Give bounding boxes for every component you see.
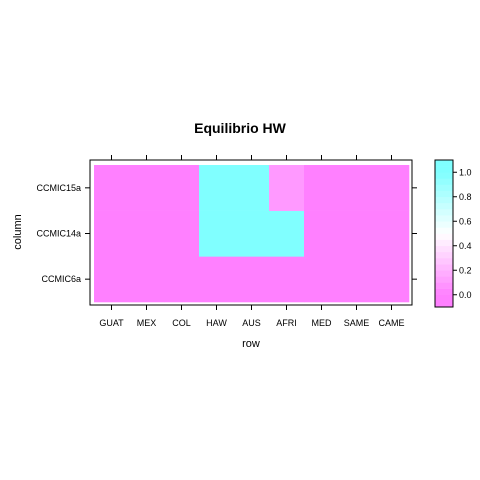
colorbar-tick-label: 0.2 <box>459 265 472 275</box>
colorbar-segment <box>435 300 453 308</box>
colorbar-segment <box>435 276 453 283</box>
heatmap-cell-SAME-CCMIC15a <box>339 165 375 211</box>
heatmap-cell-CAME-CCMIC15a <box>374 165 410 211</box>
heatmap-cell-GUAT-CCMIC14a <box>94 210 130 257</box>
heatmap-cell-COL-CCMIC14a <box>164 210 200 257</box>
heatmap-cell-GUAT-CCMIC15a <box>94 165 130 211</box>
colorbar-segment <box>435 202 453 210</box>
heatmap-cell-AFRI-CCMIC14a <box>269 210 305 257</box>
colorbar-segment <box>435 184 453 191</box>
x-tick-label: AUS <box>242 318 261 328</box>
colorbar-segment <box>435 294 453 302</box>
heatmap-cells <box>94 165 410 303</box>
heatmap-cell-HAW-CCMIC14a <box>199 210 235 257</box>
heatmap-cell-CAME-CCMIC6a <box>374 256 410 303</box>
colorbar-segment <box>435 258 453 265</box>
heatmap-cell-AUS-CCMIC15a <box>234 165 270 211</box>
x-tick-label: SAME <box>344 318 370 328</box>
heatmap-cell-COL-CCMIC6a <box>164 256 200 303</box>
heatmap-cell-GUAT-CCMIC6a <box>94 256 130 303</box>
chart-title: Equilibrio HW <box>194 120 287 136</box>
colorbar-segment <box>435 221 453 228</box>
colorbar-frame <box>434 159 454 308</box>
colorbar-tick-label: 1.0 <box>459 167 472 177</box>
colorbar-segment <box>435 251 453 259</box>
heatmap-cell-MEX-CCMIC14a <box>129 210 165 257</box>
y-tick-label: CCMIC14a <box>36 229 81 239</box>
colorbar-segment <box>435 209 453 216</box>
colorbar-segment <box>435 227 453 234</box>
y-tick-label: CCMIC15a <box>36 183 81 193</box>
x-axis-title: row <box>242 338 260 350</box>
colorbar-tick-label: 0.0 <box>459 290 472 300</box>
colorbar-segment <box>435 270 453 277</box>
colorbar-segment <box>435 288 453 296</box>
heatmap-cell-COL-CCMIC15a <box>164 165 200 211</box>
colorbar-segment <box>435 233 453 240</box>
y-axis-title: column <box>12 214 24 249</box>
heatmap-cell-SAME-CCMIC6a <box>339 256 375 303</box>
x-tick-label: MED <box>312 318 333 328</box>
colorbar-segment <box>435 160 453 167</box>
x-tick-label: MEX <box>137 318 157 328</box>
heatmap-cell-MEX-CCMIC6a <box>129 256 165 303</box>
x-axis: GUAT MEX COL HAW AUS AFRI MED SAME CAME <box>99 155 405 328</box>
heatmap-cell-HAW-CCMIC15a <box>199 165 235 211</box>
colorbar-segment <box>435 172 453 179</box>
y-tick-label: CCMIC6a <box>41 274 81 284</box>
colorbar-segment <box>435 178 453 185</box>
colorbar-segment <box>435 166 453 173</box>
colorbar-segment <box>435 282 453 289</box>
heatmap-cell-AUS-CCMIC6a <box>234 256 270 303</box>
y-axis: CCMIC6a CCMIC14a CCMIC15a <box>36 183 417 284</box>
heatmap-cell-MED-CCMIC14a <box>304 210 340 257</box>
x-tick-label: COL <box>172 318 191 328</box>
colorbar-segment <box>435 264 453 271</box>
x-tick-label: GUAT <box>99 318 124 328</box>
heatmap-cell-AFRI-CCMIC6a <box>269 256 305 303</box>
colorbar-segment <box>435 190 453 198</box>
x-tick-label: HAW <box>206 318 227 328</box>
colorbar-segment <box>435 245 453 253</box>
x-tick-label: AFRI <box>276 318 297 328</box>
colorbar-segment <box>435 196 453 204</box>
x-tick-label: CAME <box>378 318 404 328</box>
colorbar-tick-label: 0.6 <box>459 216 472 226</box>
colorbar-tick-label: 0.8 <box>459 192 472 202</box>
heatmap-cell-AFRI-CCMIC15a <box>269 165 305 211</box>
heatmap-cell-MEX-CCMIC15a <box>129 165 165 211</box>
heatmap-cell-CAME-CCMIC14a <box>374 210 410 257</box>
heatmap-cell-SAME-CCMIC14a <box>339 210 375 257</box>
heatmap-cell-MED-CCMIC15a <box>304 165 340 211</box>
colorbar: 0.0 0.2 0.4 0.6 0.8 1.0 <box>434 159 472 308</box>
colorbar-segment <box>435 215 453 222</box>
heatmap-cell-AUS-CCMIC14a <box>234 210 270 257</box>
colorbar-segment <box>435 239 453 247</box>
heatmap-cell-MED-CCMIC6a <box>304 256 340 303</box>
colorbar-tick-label: 0.4 <box>459 241 472 251</box>
heatmap-cell-HAW-CCMIC6a <box>199 256 235 303</box>
